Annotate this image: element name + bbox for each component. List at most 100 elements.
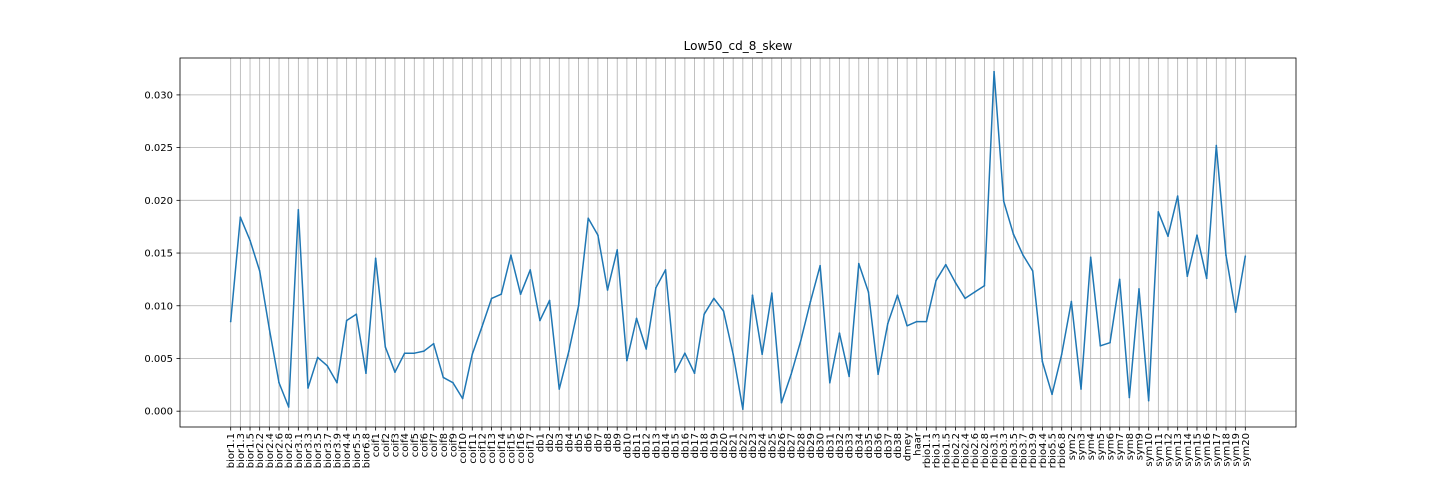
data-point (645, 348, 648, 350)
x-tick-label: dmey (903, 433, 914, 461)
x-tick-label: sym14 (1183, 433, 1194, 467)
data-point (336, 381, 338, 384)
data-point (886, 322, 889, 325)
data-point (964, 297, 966, 300)
data-point (761, 353, 763, 356)
data-point (722, 310, 725, 312)
data-point (481, 326, 483, 328)
x-tick-label: db5 (574, 433, 585, 452)
data-point (500, 293, 503, 295)
x-tick-label: rbio3.7 (1019, 433, 1030, 468)
data-point (268, 328, 271, 330)
x-tick-label: db11 (632, 433, 643, 458)
x-grid-lines (230, 58, 1246, 427)
x-tick-label: coif2 (381, 433, 392, 457)
x-tick-label: coif5 (410, 433, 421, 457)
data-point (674, 371, 676, 373)
data-point (896, 294, 899, 297)
x-tick-label: sym17 (1212, 433, 1223, 467)
data-point (780, 401, 783, 404)
x-tick-label: bior3.5 (313, 433, 324, 468)
x-tick-label: sym2 (1067, 433, 1078, 460)
data-point (558, 388, 561, 390)
x-tick-label: rbio3.9 (1028, 433, 1039, 468)
x-tick-label: db1 (535, 433, 546, 452)
x-tick-label: db10 (622, 433, 633, 458)
data-point (529, 269, 532, 271)
x-axis: bior1.1bior1.3bior1.5bior2.2bior2.4bior2… (226, 427, 1252, 468)
data-point (973, 291, 976, 293)
data-point (258, 270, 261, 272)
data-point (790, 373, 792, 376)
x-tick-label: bior3.9 (332, 433, 343, 468)
x-tick-label: sym3 (1077, 433, 1088, 460)
x-tick-label: coif6 (419, 433, 430, 457)
x-tick-label: sym7 (1115, 433, 1126, 460)
data-point (597, 234, 599, 236)
data-point (1138, 288, 1140, 290)
x-tick-label: sym9 (1135, 433, 1146, 460)
data-point (944, 263, 947, 266)
data-point (925, 320, 928, 323)
x-tick-label: db37 (883, 433, 894, 458)
data-point (867, 291, 870, 293)
data-point (442, 376, 445, 379)
x-tick-label: sym11 (1154, 433, 1165, 467)
data-point (732, 353, 734, 356)
data-point (587, 217, 590, 220)
data-point (539, 319, 541, 322)
y-tick-label: 0.005 (144, 354, 173, 365)
data-point (568, 350, 570, 352)
data-point (828, 381, 831, 384)
data-point (838, 332, 841, 334)
x-tick-label: rbio2.2 (951, 433, 962, 468)
data-point (1089, 256, 1092, 259)
x-tick-label: coif4 (400, 433, 411, 457)
data-point (519, 293, 522, 295)
x-tick-label: bior6.8 (361, 433, 372, 468)
data-point (548, 299, 551, 302)
data-point (1167, 235, 1169, 237)
x-tick-label: bior2.2 (255, 433, 266, 468)
x-tick-label: rbio3.1 (990, 433, 1001, 468)
data-point (819, 264, 821, 267)
data-point (626, 359, 628, 362)
x-tick-label: sym15 (1192, 433, 1203, 467)
data-point (693, 372, 696, 375)
data-point (1215, 144, 1218, 147)
data-point (229, 320, 232, 323)
data-point (664, 269, 667, 271)
data-point (1022, 254, 1024, 256)
x-tick-label: sym19 (1231, 433, 1242, 467)
x-tick-label: bior1.5 (246, 433, 257, 468)
data-point (877, 373, 879, 376)
data-point (452, 381, 454, 384)
x-tick-label: db35 (864, 433, 875, 458)
x-tick-label: db14 (661, 433, 672, 458)
data-point (1196, 234, 1198, 236)
data-point (771, 292, 773, 294)
data-point (365, 372, 367, 375)
y-tick-label: 0.020 (144, 196, 173, 207)
data-point (432, 342, 435, 345)
data-point (993, 70, 995, 73)
x-tick-label: db18 (700, 433, 711, 458)
x-tick-label: coif9 (448, 433, 459, 457)
series-group (229, 70, 1247, 410)
x-tick-label: coif10 (458, 433, 469, 464)
x-tick-label: rbio2.8 (980, 433, 991, 468)
x-tick-label: bior2.6 (275, 433, 286, 468)
x-tick-label: db38 (893, 433, 904, 458)
data-point (316, 356, 319, 359)
x-tick-label: db17 (690, 433, 701, 458)
y-tick-label: 0.025 (144, 143, 173, 154)
data-point (287, 406, 290, 408)
x-tick-label: sym16 (1202, 433, 1213, 467)
x-tick-label: bior5.5 (352, 433, 363, 468)
x-tick-label: db26 (777, 433, 788, 458)
x-tick-label: rbio4.4 (1038, 433, 1049, 468)
data-point (355, 313, 358, 315)
x-tick-label: db2 (545, 433, 556, 452)
x-tick-label: bior2.4 (265, 433, 276, 468)
